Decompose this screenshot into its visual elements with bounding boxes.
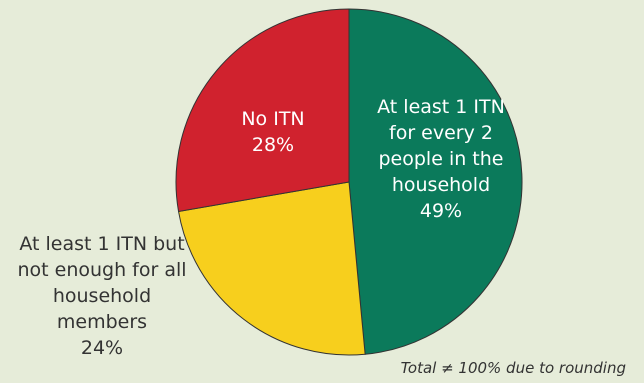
slice-label-line: No ITN — [241, 108, 304, 130]
pie-labels: At least 1 ITN for every 2 people in the ho… — [17, 96, 504, 359]
slice-label-1: At least 1 ITN for every 2 people in the ho… — [377, 96, 505, 222]
slice-value: 24% — [81, 337, 123, 359]
slice-label-line: At least 1 ITN but — [19, 233, 184, 255]
slice-value: 28% — [252, 134, 294, 156]
slice-label-line: members — [57, 311, 147, 333]
slice-label-line: At least 1 ITN — [377, 96, 505, 118]
pie-slice-1 — [348, 8, 523, 355]
slice-label-line: people in the — [379, 148, 504, 170]
slice-label-line: not enough for all — [17, 259, 186, 281]
slice-label-2: At least 1 ITN but not enough for all hous… — [17, 233, 186, 359]
chart-footnote: Total ≠ 100% due to rounding — [401, 359, 626, 377]
pie-slice-3 — [175, 8, 350, 213]
slice-label-3: No ITN 28% — [241, 108, 304, 156]
slice-label-line: household — [53, 285, 151, 307]
slice-value: 49% — [420, 200, 462, 222]
pie-slice-2 — [177, 181, 366, 356]
slice-label-line: for every 2 — [389, 122, 493, 144]
pie-slices — [175, 8, 523, 356]
slice-label-line: household — [392, 174, 490, 196]
